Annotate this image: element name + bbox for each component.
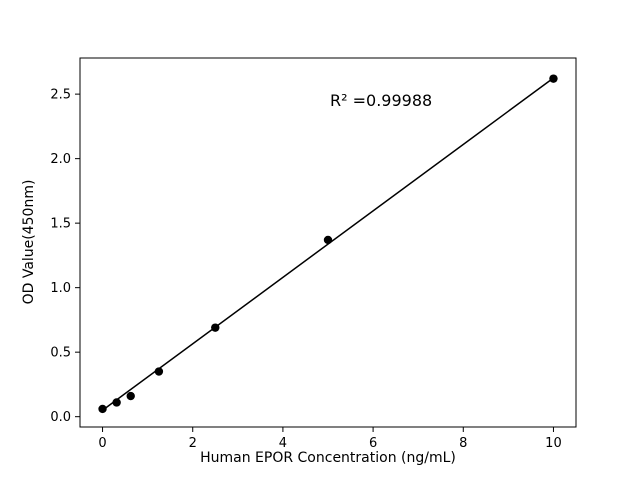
data-point	[98, 404, 107, 414]
x-tick-label: 0	[98, 436, 106, 451]
x-tick-label: 8	[459, 436, 467, 451]
x-tick-label: 4	[279, 436, 287, 451]
x-tick-label: 6	[369, 436, 377, 451]
y-axis-label: OD Value(450nm)	[21, 180, 37, 305]
data-point	[323, 235, 333, 245]
y-tick-label: 1.0	[50, 281, 71, 296]
y-tick-label: 2.5	[50, 88, 71, 103]
data-point	[154, 367, 164, 376]
y-tick-label: 1.5	[50, 217, 71, 232]
r-squared-annotation: R² =0.99988	[330, 91, 432, 110]
x-tick-label: 2	[189, 436, 197, 451]
y-tick-label: 0.0	[50, 410, 71, 425]
data-point	[126, 391, 135, 401]
plot-frame	[79, 57, 577, 428]
x-axis-label: Human EPOR Concentration (ng/mL)	[200, 450, 456, 466]
x-tick-label: 10	[545, 436, 562, 451]
y-tick-label: 0.5	[50, 346, 71, 361]
data-point	[549, 74, 558, 83]
plot-area: 0 2 4 6 8 10 0.0 0.5 1.0 1.5 2.0 2.5	[50, 57, 577, 451]
y-tick-label: 2.0	[50, 152, 71, 167]
data-point	[112, 398, 121, 407]
data-point	[211, 323, 220, 332]
